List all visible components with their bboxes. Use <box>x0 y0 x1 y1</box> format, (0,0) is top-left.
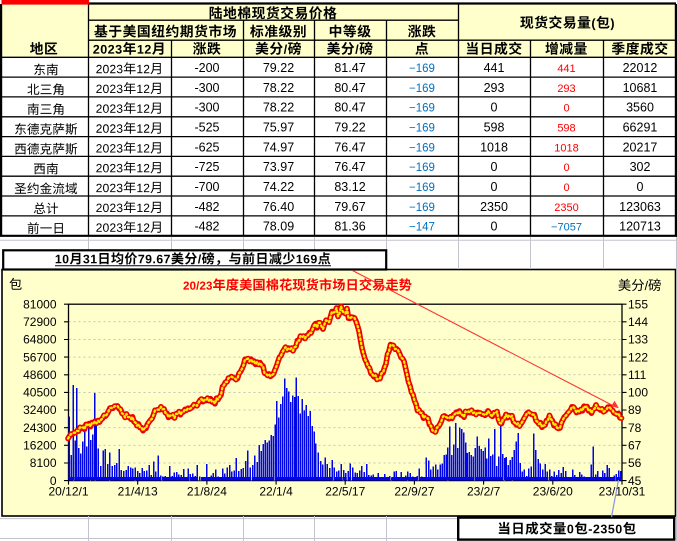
svg-text:144: 144 <box>628 315 648 329</box>
svg-text:80.47: 80.47 <box>334 81 365 95</box>
svg-text:−147: −147 <box>409 222 435 234</box>
svg-text:79.67: 79.67 <box>334 200 365 214</box>
svg-text:−169: −169 <box>409 182 435 194</box>
svg-text:111: 111 <box>628 368 647 382</box>
svg-text:81.36: 81.36 <box>334 220 365 234</box>
svg-text:0: 0 <box>563 103 569 115</box>
svg-text:−7057: −7057 <box>551 222 582 234</box>
svg-text:441: 441 <box>484 61 505 75</box>
svg-text:−169: −169 <box>409 63 435 75</box>
svg-text:120713: 120713 <box>619 220 661 234</box>
svg-text:0: 0 <box>491 101 498 115</box>
svg-text:155: 155 <box>628 297 648 311</box>
svg-text:79.22: 79.22 <box>334 120 365 134</box>
svg-text:123063: 123063 <box>619 200 661 214</box>
svg-text:23/6/20: 23/6/20 <box>533 485 573 499</box>
svg-text:32400: 32400 <box>23 403 57 417</box>
svg-text:-625: -625 <box>194 140 219 154</box>
svg-text:56700: 56700 <box>23 350 57 364</box>
svg-text:-700: -700 <box>194 180 219 194</box>
svg-text:8100: 8100 <box>30 456 57 470</box>
svg-text:78.09: 78.09 <box>263 220 294 234</box>
svg-text:-300: -300 <box>194 81 219 95</box>
svg-text:73.97: 73.97 <box>263 160 294 174</box>
svg-text:78.22: 78.22 <box>263 81 294 95</box>
svg-text:598: 598 <box>484 120 505 134</box>
svg-text:100: 100 <box>628 386 648 400</box>
svg-text:23/10/31: 23/10/31 <box>599 485 646 499</box>
svg-text:441: 441 <box>557 63 575 75</box>
svg-text:76.47: 76.47 <box>334 160 365 174</box>
svg-text:-200: -200 <box>194 61 219 75</box>
svg-text:76.40: 76.40 <box>263 200 294 214</box>
svg-text:81.47: 81.47 <box>334 61 365 75</box>
svg-text:40500: 40500 <box>23 386 57 400</box>
svg-text:−169: −169 <box>409 83 435 95</box>
svg-text:81000: 81000 <box>23 297 57 311</box>
svg-text:78.22: 78.22 <box>263 101 294 115</box>
svg-text:0: 0 <box>491 160 498 174</box>
svg-text:-482: -482 <box>194 200 219 214</box>
svg-text:24300: 24300 <box>23 421 57 435</box>
svg-text:10681: 10681 <box>623 81 658 95</box>
svg-text:−169: −169 <box>409 202 435 214</box>
svg-text:0: 0 <box>637 180 644 194</box>
svg-text:-525: -525 <box>194 120 219 134</box>
svg-text:79.22: 79.22 <box>263 61 294 75</box>
svg-text:56: 56 <box>628 456 642 470</box>
svg-text:16200: 16200 <box>23 439 57 453</box>
svg-text:23/2/7: 23/2/7 <box>467 485 501 499</box>
svg-text:76.47: 76.47 <box>334 140 365 154</box>
svg-text:0: 0 <box>563 182 569 194</box>
svg-text:1018: 1018 <box>554 142 578 154</box>
svg-text:74.22: 74.22 <box>263 180 294 194</box>
svg-text:21/4/13: 21/4/13 <box>118 485 158 499</box>
svg-text:-725: -725 <box>194 160 219 174</box>
svg-text:2350: 2350 <box>480 200 508 214</box>
svg-text:302: 302 <box>630 160 651 174</box>
svg-text:598: 598 <box>557 122 575 134</box>
svg-text:-300: -300 <box>194 101 219 115</box>
svg-text:293: 293 <box>484 81 505 95</box>
svg-text:133: 133 <box>628 333 648 347</box>
svg-text:2350: 2350 <box>554 202 578 214</box>
svg-text:0: 0 <box>50 474 57 488</box>
svg-text:122: 122 <box>628 350 648 364</box>
svg-text:22/1/4: 22/1/4 <box>259 485 293 499</box>
svg-text:74.97: 74.97 <box>263 140 294 154</box>
svg-text:293: 293 <box>557 83 575 95</box>
svg-text:20217: 20217 <box>623 140 658 154</box>
svg-text:22012: 22012 <box>623 61 658 75</box>
svg-text:1018: 1018 <box>480 140 508 154</box>
svg-text:67: 67 <box>628 439 642 453</box>
svg-text:22/9/27: 22/9/27 <box>394 485 434 499</box>
svg-text:−169: −169 <box>409 142 435 154</box>
svg-text:−169: −169 <box>409 103 435 115</box>
svg-text:80.47: 80.47 <box>334 101 365 115</box>
svg-text:0: 0 <box>491 180 498 194</box>
svg-text:48600: 48600 <box>23 368 57 382</box>
svg-text:−169: −169 <box>409 122 435 134</box>
svg-text:21/8/24: 21/8/24 <box>187 485 227 499</box>
svg-text:20/12/1: 20/12/1 <box>48 485 88 499</box>
svg-text:0: 0 <box>491 220 498 234</box>
svg-text:64800: 64800 <box>23 333 57 347</box>
svg-text:72900: 72900 <box>23 315 57 329</box>
svg-text:75.97: 75.97 <box>263 120 294 134</box>
svg-text:45: 45 <box>628 474 642 488</box>
svg-text:22/5/17: 22/5/17 <box>325 485 365 499</box>
svg-text:3560: 3560 <box>626 101 654 115</box>
svg-text:89: 89 <box>628 403 642 417</box>
svg-text:66291: 66291 <box>623 120 658 134</box>
svg-text:0: 0 <box>563 162 569 174</box>
svg-text:83.12: 83.12 <box>334 180 365 194</box>
svg-text:78: 78 <box>628 421 642 435</box>
svg-text:-482: -482 <box>194 220 219 234</box>
svg-text:−169: −169 <box>409 162 435 174</box>
